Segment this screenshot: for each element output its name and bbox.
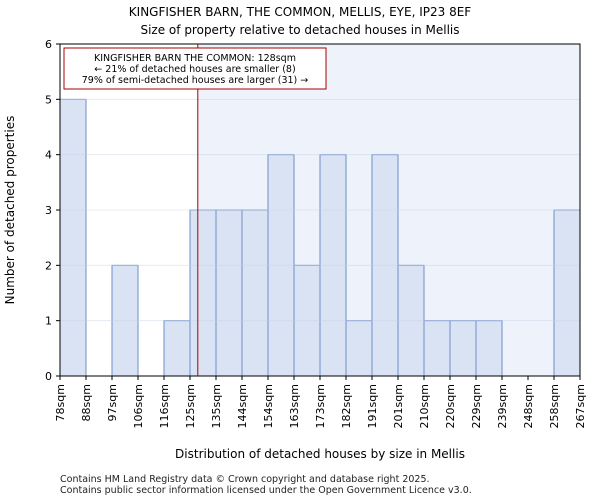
- y-tick-label: 5: [45, 93, 52, 106]
- y-tick-label: 0: [45, 370, 52, 383]
- histogram-bar: [553, 209, 581, 377]
- annotation-line-3: 79% of semi-detached houses are larger (…: [82, 75, 309, 86]
- histogram-bar: [215, 209, 243, 377]
- y-tick-label: 1: [45, 315, 52, 328]
- histogram-bar: [345, 320, 373, 377]
- chart-subtitle: Size of property relative to detached ho…: [140, 23, 460, 37]
- x-tick-label: 220sqm: [444, 384, 457, 428]
- chart-title: KINGFISHER BARN, THE COMMON, MELLIS, EYE…: [128, 5, 472, 19]
- x-tick-label: 106sqm: [132, 384, 145, 428]
- x-tick-label: 239sqm: [496, 384, 509, 428]
- x-tick-label: 248sqm: [522, 384, 535, 428]
- annotation-box: [63, 47, 327, 90]
- x-tick-label: 88sqm: [80, 384, 93, 421]
- histogram-bar: [189, 209, 217, 377]
- y-tick-label: 2: [45, 259, 52, 272]
- x-tick-label: 78sqm: [54, 384, 67, 421]
- x-tick-label: 182sqm: [340, 384, 353, 428]
- histogram-bar: [163, 320, 191, 377]
- x-tick-label: 201sqm: [392, 384, 405, 428]
- histogram-bar: [475, 320, 503, 377]
- annotation-line-1: KINGFISHER BARN THE COMMON: 128sqm: [94, 53, 296, 64]
- x-tick-label: 191sqm: [366, 384, 379, 428]
- x-tick-label: 97sqm: [106, 384, 119, 421]
- x-tick-label: 210sqm: [418, 384, 431, 428]
- histogram-chart: 0 1 2 3 4 5 6 78sqm 88sqm 97sqm 106sqm 116sqm 125sq…: [3, 38, 587, 461]
- x-axis-label: Distribution of detached houses by size …: [175, 447, 465, 461]
- x-tick-label: 267sqm: [574, 384, 587, 428]
- y-tick-label: 4: [45, 149, 52, 162]
- x-tick-label: 125sqm: [184, 384, 197, 428]
- x-tick-label: 144sqm: [236, 384, 249, 428]
- y-axis-label: Number of detached properties: [3, 116, 17, 305]
- x-tick-label: 116sqm: [158, 384, 171, 428]
- histogram-bar: [59, 98, 87, 377]
- histogram-bar: [423, 320, 451, 377]
- property-annotation: KINGFISHER BARN THE COMMON: 128sqm ← 21%…: [63, 47, 327, 90]
- x-tick-label: 154sqm: [262, 384, 275, 428]
- x-tick-label: 229sqm: [470, 384, 483, 428]
- histogram-bar: [449, 320, 477, 377]
- footer-line-1: Contains HM Land Registry data © Crown c…: [60, 474, 430, 485]
- annotation-line-2: ← 21% of detached houses are smaller (8): [94, 64, 295, 75]
- x-tick-label: 135sqm: [210, 384, 223, 428]
- y-tick-label: 6: [45, 38, 52, 51]
- x-tick-label: 163sqm: [288, 384, 301, 428]
- x-tick-label: 173sqm: [314, 384, 327, 428]
- y-tick-label: 3: [45, 204, 52, 217]
- footer-line-2: Contains public sector information licen…: [60, 485, 472, 496]
- x-tick-label: 258sqm: [548, 384, 561, 428]
- histogram-bar: [241, 209, 269, 377]
